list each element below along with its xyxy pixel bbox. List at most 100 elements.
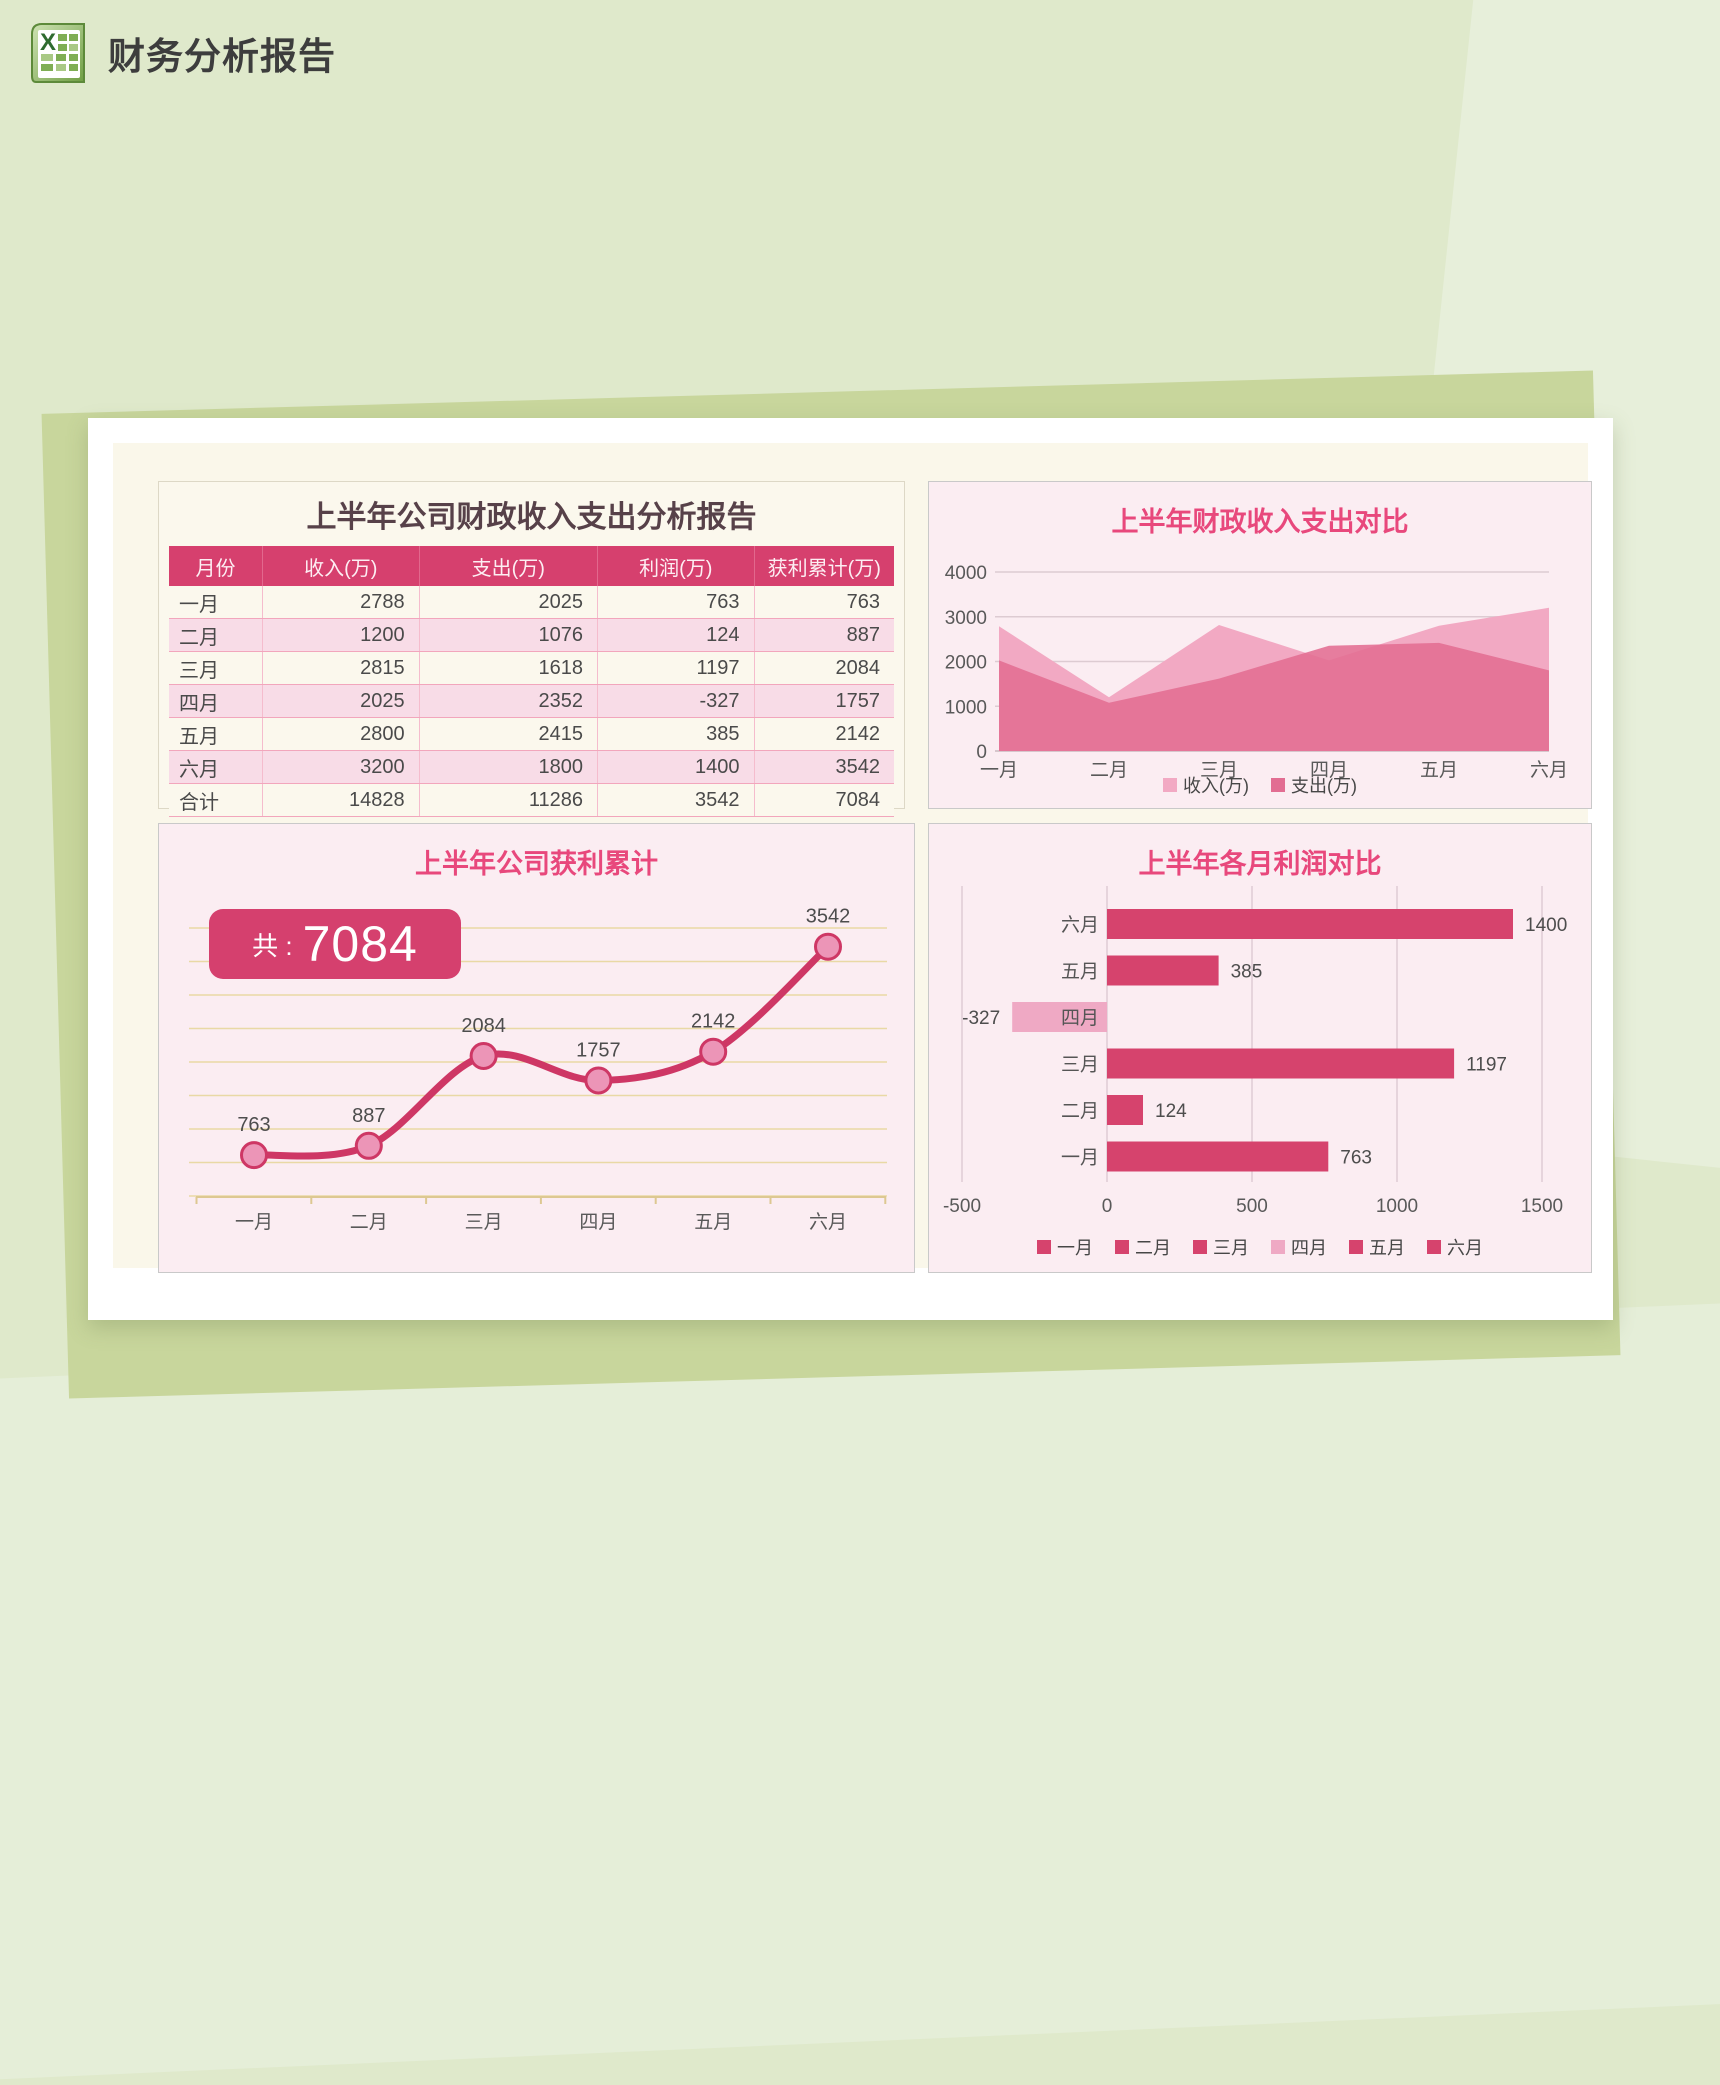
- finance-table-head: 月份 收入(万) 支出(万) 利润(万) 获利累计(万): [169, 546, 894, 586]
- table-cell: 合计: [169, 783, 264, 817]
- bar-五月: [1107, 955, 1219, 986]
- line-data-label: 2084: [461, 1015, 506, 1037]
- bar-xtick-label: 0: [1102, 1196, 1113, 1217]
- bar-value-label: 124: [1155, 1101, 1187, 1122]
- bar-value-label: 1197: [1466, 1055, 1507, 1076]
- line-data-label: 3542: [806, 906, 851, 928]
- table-cell: 五月: [169, 717, 264, 751]
- table-cell: 2084: [754, 651, 894, 685]
- table-cell: 1757: [754, 684, 894, 718]
- table-cell: 2800: [262, 717, 420, 751]
- panel-area-chart: 4000 3000 2000 1000 0 一月 二月 三月 四月 五月 六月 上半年财政收入支出对…: [928, 481, 1592, 809]
- bar-chart-legend: 一月 二月 三月 四月 五月 六月: [929, 1234, 1591, 1260]
- line-marker: [240, 1141, 268, 1170]
- legend-item: 一月: [1037, 1234, 1093, 1260]
- table-row: 二月 1200 1076 124 887: [169, 618, 894, 652]
- table-title: 上半年公司财政收入支出分析报告: [306, 501, 757, 534]
- table-cell: 2788: [262, 586, 420, 619]
- legend-swatch: [1427, 1240, 1441, 1254]
- legend-item: 五月: [1349, 1234, 1405, 1260]
- bar-chart: -500 0 500 1000 1500 六月 1400 五月 385 四月 -327 三月 1197 二…: [929, 824, 1593, 1279]
- panel-bar-chart: -500 0 500 1000 1500 六月 1400 五月 385 四月 -327 三月 1197 二…: [928, 823, 1592, 1273]
- legend-label: 支出(万): [1291, 776, 1357, 796]
- line-data-label: 887: [352, 1105, 385, 1127]
- table-cell: 763: [597, 586, 755, 619]
- area-ytick-label: 1000: [945, 697, 987, 718]
- bar-一月: [1107, 1141, 1329, 1172]
- bar-六月: [1107, 909, 1513, 939]
- legend-label: 收入(万): [1183, 776, 1249, 796]
- table-cell: 1400: [597, 750, 755, 784]
- line-xtick-label: 三月: [465, 1212, 503, 1233]
- finance-table-body: 一月 2788 2025 763 763 二月 1200 1076 124 887 三月 2815 16…: [169, 586, 894, 817]
- area-xtick-label: 三月: [1200, 760, 1238, 781]
- line-xtick-label: 一月: [235, 1212, 273, 1233]
- report-card: 上半年公司财政收入支出分析报告 月份 收入(万) 支出(万) 利润(万) 获利累计(万)…: [88, 418, 1613, 1320]
- area-chart: 4000 3000 2000 1000 0 一月 二月 三月 四月 五月 六月: [929, 482, 1593, 815]
- legend-swatch: [1163, 778, 1177, 792]
- area-xtick-label: 六月: [1530, 759, 1568, 781]
- area-xtick-label: 二月: [1090, 760, 1128, 781]
- bar-value-label: 385: [1231, 962, 1263, 983]
- line-xtick-label: 四月: [579, 1212, 617, 1233]
- table-cell: 2142: [754, 717, 894, 751]
- svg-text:X: X: [40, 29, 56, 56]
- bar-category-label: 五月: [1061, 962, 1099, 983]
- bar-xtick-label: 1000: [1376, 1196, 1418, 1217]
- area-chart-legend: 收入(万) 支出(万): [929, 772, 1591, 798]
- table-cell: 2352: [419, 684, 598, 718]
- bar-四月: [1012, 1002, 1107, 1032]
- table-cell: 3542: [597, 783, 755, 817]
- bar-xtick-label: -500: [943, 1196, 981, 1217]
- bar-xtick-label: 1500: [1521, 1196, 1563, 1217]
- area-ytick-label: 3000: [945, 608, 987, 629]
- legend-swatch: [1037, 1240, 1051, 1254]
- table-cell: 2025: [419, 586, 598, 619]
- bar-xtick-label: 500: [1236, 1196, 1268, 1217]
- panel-finance-table: 上半年公司财政收入支出分析报告 月份 收入(万) 支出(万) 利润(万) 获利累计(万)…: [158, 481, 905, 817]
- area-ytick-label: 0: [976, 742, 987, 763]
- table-cell: 2815: [262, 651, 420, 685]
- legend-swatch: [1193, 1240, 1207, 1254]
- table-header-cell: 月份: [169, 546, 264, 586]
- table-cell: 三月: [169, 651, 264, 685]
- area-xtick-label: 一月: [980, 760, 1018, 781]
- bar-category-label: 二月: [1061, 1101, 1099, 1122]
- legend-swatch: [1349, 1240, 1363, 1254]
- line-chart: 763 887 2084 1757 2142 3542 一月 二月 三月 四月 五月 六月: [159, 824, 916, 1279]
- table-cell: 887: [754, 618, 894, 652]
- table-cell: 四月: [169, 684, 264, 718]
- line-xtick-label: 六月: [809, 1211, 847, 1233]
- table-row: 五月 2800 2415 385 2142: [169, 717, 894, 751]
- total-badge-value: 7084: [302, 916, 418, 972]
- table-cell: 7084: [754, 783, 894, 817]
- table-cell: 385: [597, 717, 755, 751]
- line-xtick-label: 二月: [350, 1212, 388, 1233]
- bar-二月: [1107, 1095, 1143, 1125]
- app-header: X 财务分析报告: [26, 20, 336, 86]
- legend-swatch: [1271, 778, 1285, 792]
- line-marker: [584, 1066, 613, 1095]
- page-title: 财务分析报告: [108, 36, 336, 77]
- table-cell: 763: [754, 586, 894, 619]
- table-cell: 一月: [169, 586, 264, 619]
- table-row: 一月 2788 2025 763 763: [169, 586, 894, 619]
- legend-label: 一月: [1057, 1238, 1093, 1258]
- table-header-cell: 利润(万): [597, 546, 755, 586]
- table-row: 合计 14828 11286 3542 7084: [169, 783, 894, 817]
- table-cell: 1197: [597, 651, 755, 685]
- line-marker: [354, 1131, 383, 1160]
- table-cell: 11286: [419, 783, 598, 817]
- table-cell: 二月: [169, 618, 264, 652]
- table-header-cell: 支出(万): [419, 546, 598, 586]
- panel-line-chart: 763 887 2084 1757 2142 3542 一月 二月 三月 四月 五月 六月 上半年公司…: [158, 823, 915, 1273]
- table-cell: -327: [597, 684, 755, 718]
- table-cell: 1076: [419, 618, 598, 652]
- legend-item: 三月: [1193, 1234, 1249, 1260]
- area-ytick-label: 4000: [945, 563, 987, 584]
- legend-item: 六月: [1427, 1234, 1483, 1260]
- table-cell: 1800: [419, 750, 598, 784]
- legend-swatch: [1271, 1240, 1285, 1254]
- bar-category-label: 六月: [1061, 914, 1099, 936]
